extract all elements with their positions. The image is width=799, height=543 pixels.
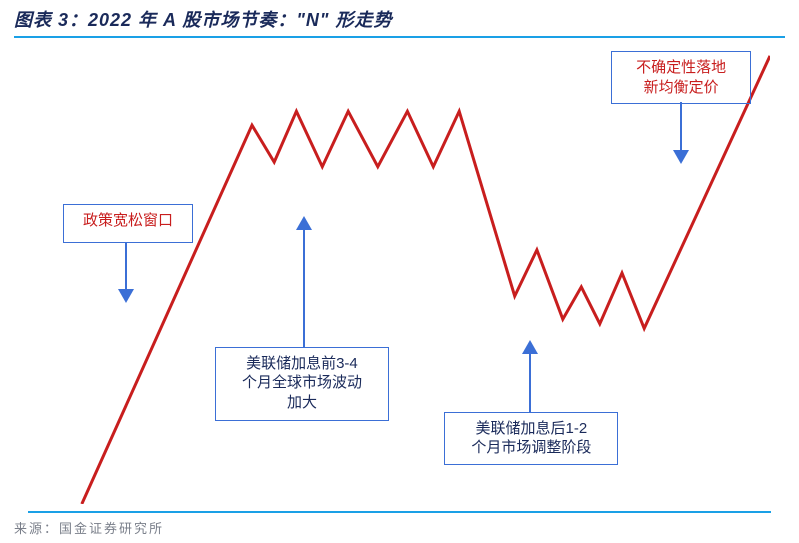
- plot-area: 政策宽松窗口 不确定性落地新均衡定价美联储加息前3-4个月全球市场波动加大美联储加…: [30, 42, 770, 504]
- annotation-uncertainty: 不确定性落地新均衡定价: [611, 51, 752, 104]
- trend-line: [82, 56, 770, 504]
- chart-title: 图表 3：2022 年 A 股市场节奏："N" 形走势: [14, 6, 785, 32]
- top-rule: [14, 36, 785, 38]
- annotation-post-hike: 美联储加息后1-2个月市场调整阶段: [444, 412, 618, 465]
- annotation-pre-hike: 美联储加息前3-4个月全球市场波动加大: [215, 347, 389, 421]
- title-row: 图表 3：2022 年 A 股市场节奏："N" 形走势: [0, 0, 799, 36]
- bottom-rule: [28, 511, 771, 513]
- figure-container: 图表 3：2022 年 A 股市场节奏："N" 形走势 政策宽松窗口 不确定性落地…: [0, 0, 799, 543]
- source-text: 来源：国金证券研究所: [14, 518, 164, 537]
- annotation-policy-window: 政策宽松窗口: [63, 204, 193, 243]
- line-chart-svg: [30, 42, 770, 504]
